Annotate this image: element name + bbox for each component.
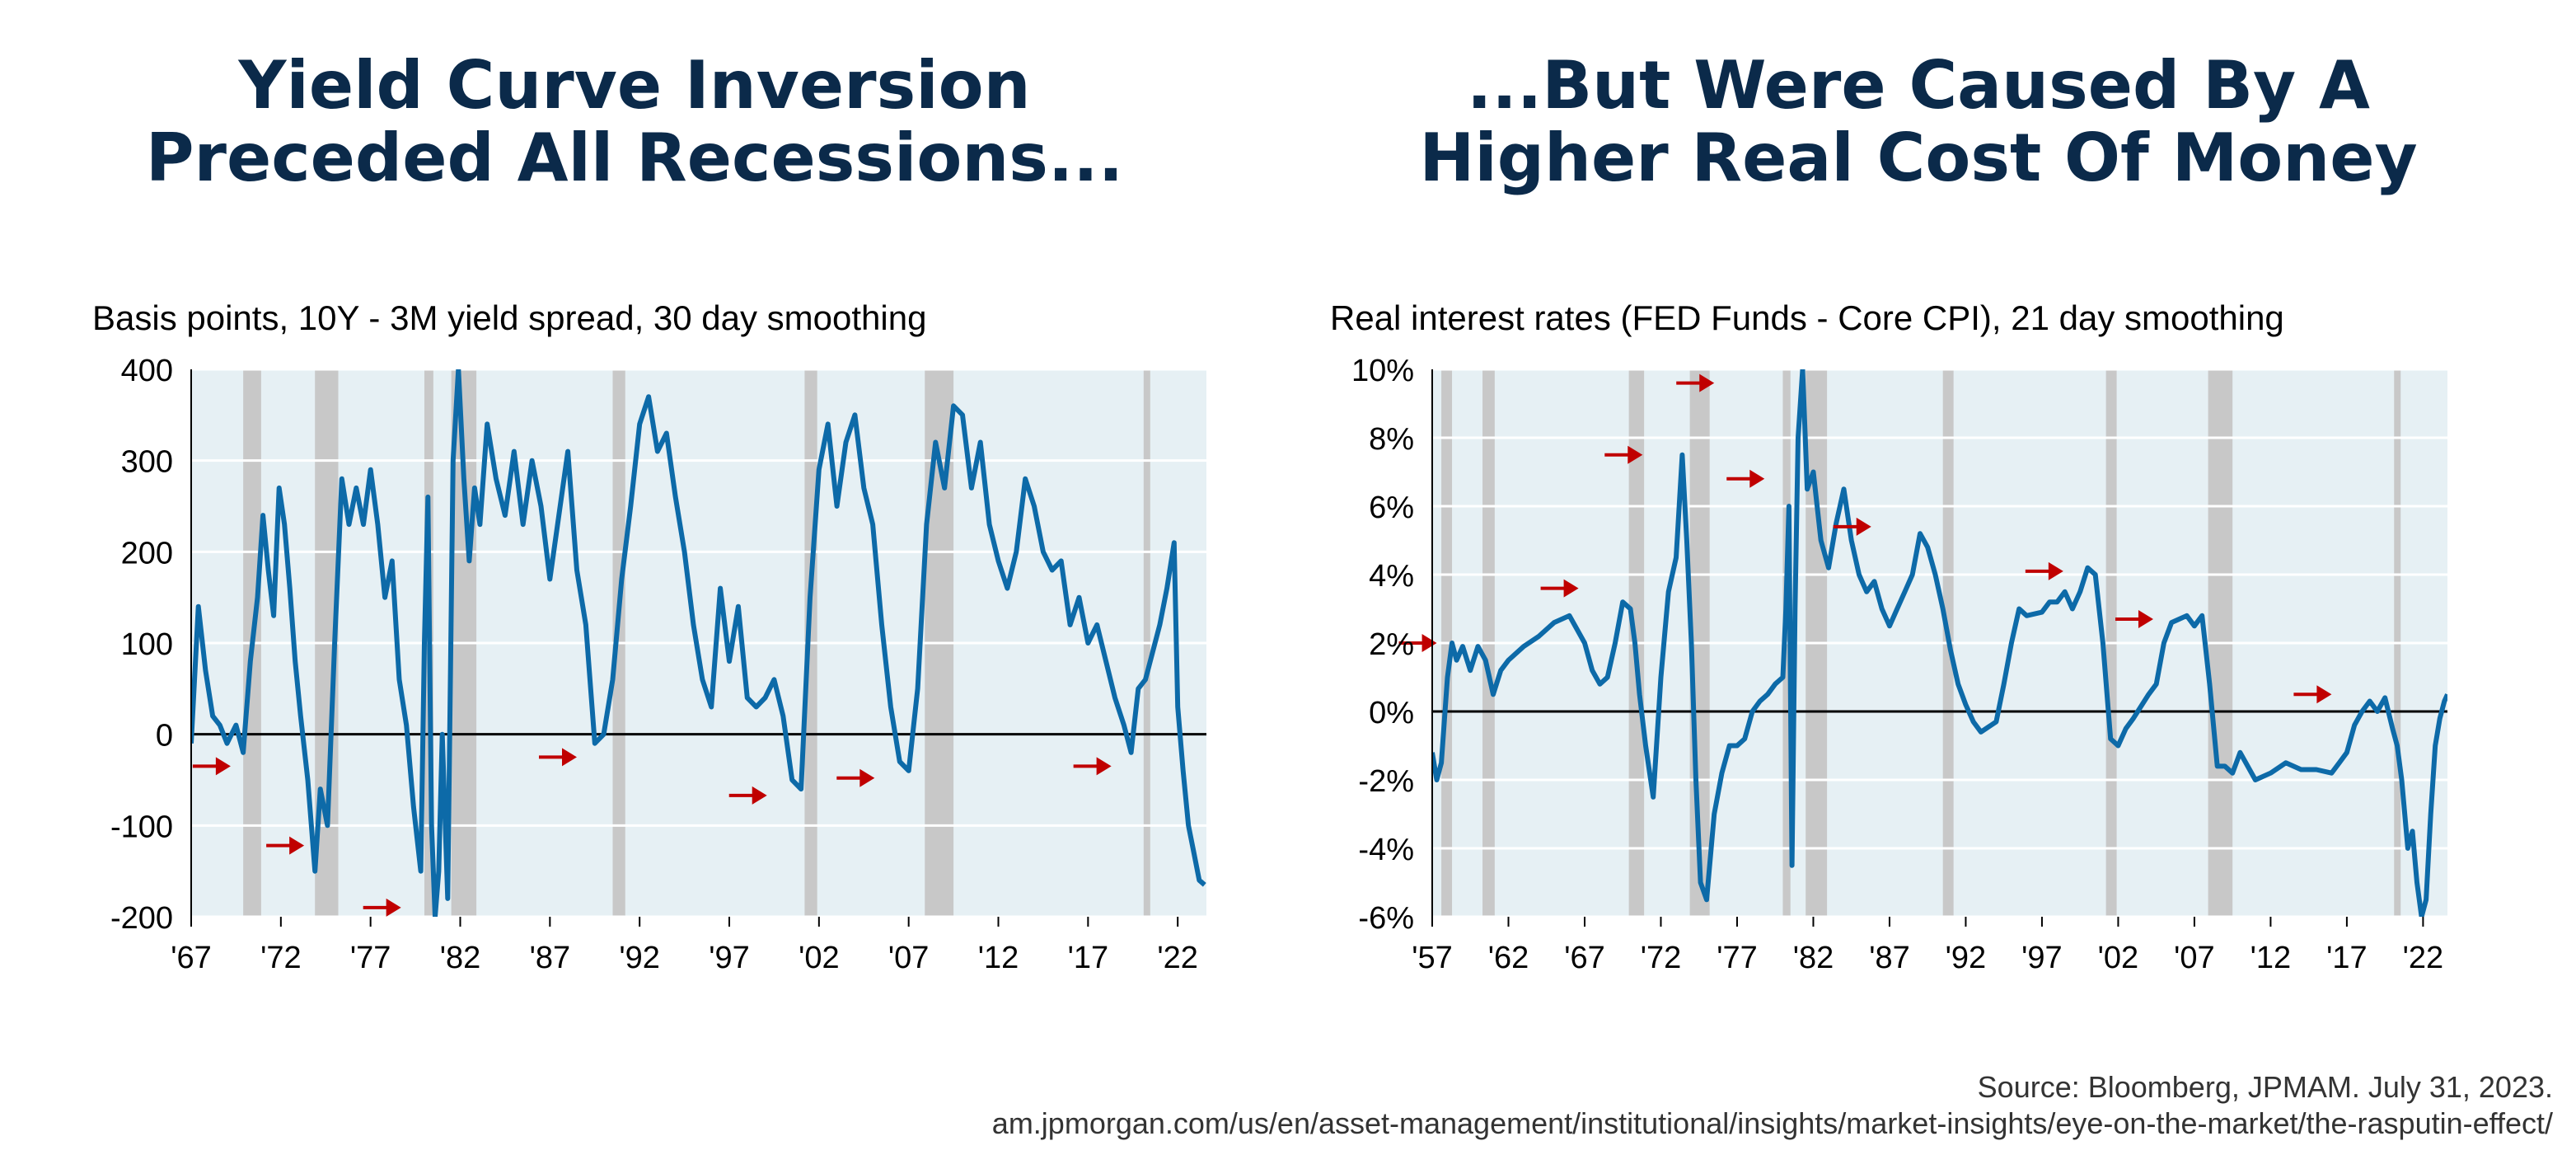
right-y-tick-label-1: 8% [1369,422,1414,457]
left-series-line [191,369,1206,917]
right-x-tick-label-13: '22 [2403,941,2444,975]
right-y-tick-label-5: 0% [1369,696,1414,730]
source-note: Source: Bloomberg, JPMAM. July 31, 2023. [1977,1070,2553,1104]
right-y-tick-label-8: -6% [1358,901,1414,936]
right-y-tick-label-7: -4% [1358,833,1414,867]
right-series-line [1432,369,2447,917]
right-x-tick-label-6: '87 [1869,941,1910,975]
left-y-tick-label-2: 200 [121,536,173,570]
right-chart-title: ...But Were Caused By A Higher Real Cost… [1419,47,2418,196]
right-arrow-5 [1833,517,1871,536]
left-arrow-0 [192,757,231,776]
right-arrow-4 [1726,469,1765,488]
right-chart-subtitle: Real interest rates (FED Funds - Core CP… [1330,298,2284,337]
left-x-tick-label-5: '92 [619,941,660,975]
left-y-tick-label-1: 300 [121,445,173,480]
left-x-tick-label-4: '87 [530,941,571,975]
left-x-tick-label-6: '97 [709,941,750,975]
right-x-tick-label-9: '02 [2098,941,2139,975]
source-url: am.jpmorgan.com/us/en/asset-management/i… [991,1106,2553,1140]
left-x-tick-label-2: '77 [350,941,391,975]
right-x-tick-label-1: '62 [1488,941,1529,975]
left-x-tick-label-0: '67 [171,941,212,975]
left-arrow-1 [266,836,305,855]
right-x-tick-label-10: '07 [2174,941,2215,975]
right-arrow-8 [2293,685,2332,704]
left-chart-title: Yield Curve Inversion Preceded All Reces… [145,47,1124,196]
left-chart-subtitle: Basis points, 10Y - 3M yield spread, 30 … [92,298,927,337]
left-y-tick-label-6: -200 [110,901,173,936]
left-x-tick-label-10: '17 [1068,941,1109,975]
left-y-tick-label-3: 100 [121,627,173,662]
left-x-tick-label-11: '22 [1157,941,1198,975]
left-y-tick-label-0: 400 [121,354,173,388]
left-arrow-4 [728,786,767,805]
right-arrow-1 [1540,579,1579,598]
right-arrow-3 [1676,373,1715,392]
left-x-tick-label-7: '02 [799,941,840,975]
right-x-tick-label-12: '17 [2326,941,2368,975]
right-y-tick-label-4: 2% [1369,627,1414,662]
right-x-tick-label-2: '67 [1564,941,1605,975]
left-arrow-2 [363,898,401,917]
right-x-tick-label-0: '57 [1412,941,1453,975]
left-x-tick-label-1: '72 [260,941,302,975]
left-y-tick-label-5: -100 [110,810,173,844]
left-arrow-5 [836,768,875,787]
right-arrow-2 [1604,445,1643,464]
right-x-tick-label-11: '12 [2250,941,2292,975]
right-x-tick-label-3: '72 [1641,941,1682,975]
right-arrow-7 [2115,609,2153,628]
right-y-tick-label-3: 4% [1369,559,1414,594]
left-x-tick-label-8: '07 [888,941,930,975]
left-y-tick-label-4: 0 [156,719,173,754]
right-x-tick-label-4: '77 [1717,941,1758,975]
left-arrow-6 [1073,757,1112,776]
right-x-tick-label-7: '92 [1946,941,1987,975]
right-y-tick-label-6: -2% [1358,764,1414,799]
right-arrow-6 [2025,561,2063,580]
left-x-tick-label-9: '12 [978,941,1019,975]
right-y-tick-label-0: 10% [1351,354,1414,388]
right-y-tick-label-2: 6% [1369,491,1414,525]
right-arrow-0 [1398,634,1437,652]
left-x-tick-label-3: '82 [440,941,481,975]
right-x-tick-label-8: '97 [2021,941,2063,975]
right-x-tick-label-5: '82 [1793,941,1834,975]
left-arrow-3 [538,748,577,767]
